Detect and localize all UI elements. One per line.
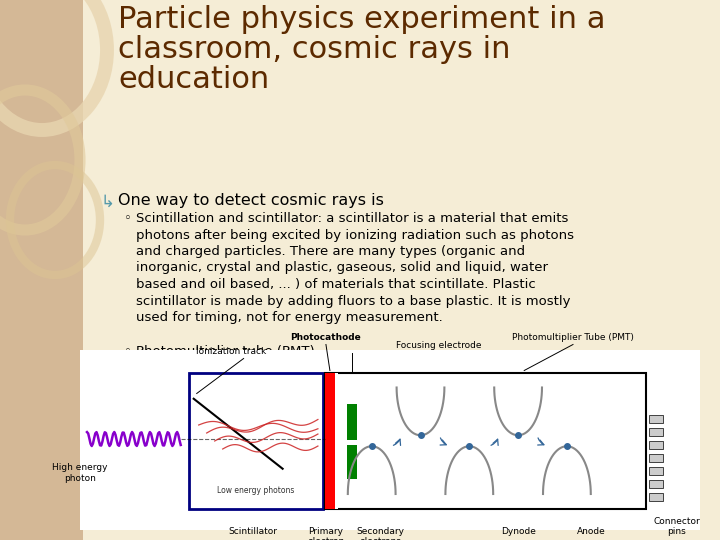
Bar: [0, 0, 83, 540]
Bar: [649, 415, 663, 423]
Bar: [347, 445, 357, 479]
Bar: [649, 441, 663, 449]
Text: Secondary
electrons: Secondary electrons: [357, 527, 405, 540]
Text: Ionization track: Ionization track: [197, 348, 266, 356]
Text: One way to detect cosmic rays is: One way to detect cosmic rays is: [118, 193, 384, 208]
Bar: [80, 350, 700, 530]
Text: classroom, cosmic rays in: classroom, cosmic rays in: [118, 35, 510, 64]
Bar: [325, 373, 647, 509]
Bar: [189, 373, 323, 509]
Text: Scintillation and scintillator: a scintillator is a material that emits
photons : Scintillation and scintillator: a scinti…: [136, 212, 574, 324]
Text: Photomultiplier tube (PMT): Photomultiplier tube (PMT): [136, 345, 315, 358]
Bar: [347, 404, 357, 440]
Bar: [649, 428, 663, 436]
Bar: [325, 373, 335, 509]
Text: Low energy photons: Low energy photons: [217, 486, 294, 495]
Text: Photomultiplier Tube (PMT): Photomultiplier Tube (PMT): [512, 334, 634, 342]
Bar: [649, 480, 663, 488]
Text: Anode: Anode: [577, 527, 606, 536]
Text: Focusing electrode: Focusing electrode: [396, 341, 482, 350]
Text: ◦: ◦: [124, 212, 132, 225]
Text: ↳: ↳: [100, 193, 114, 211]
Text: Photocathode: Photocathode: [291, 334, 361, 342]
Bar: [347, 440, 357, 445]
Text: education: education: [118, 65, 269, 94]
Text: Primary
electron: Primary electron: [307, 527, 345, 540]
Bar: [335, 373, 338, 509]
Text: Scintillator: Scintillator: [228, 527, 277, 536]
Text: High energy
photon: High energy photon: [53, 463, 108, 483]
Text: Dynode: Dynode: [500, 527, 536, 536]
Text: ◦: ◦: [124, 345, 132, 358]
Bar: [649, 493, 663, 501]
Text: Particle physics experiment in a: Particle physics experiment in a: [118, 5, 606, 34]
Bar: [649, 454, 663, 462]
Text: Connector
pins: Connector pins: [653, 517, 700, 536]
Bar: [649, 467, 663, 475]
